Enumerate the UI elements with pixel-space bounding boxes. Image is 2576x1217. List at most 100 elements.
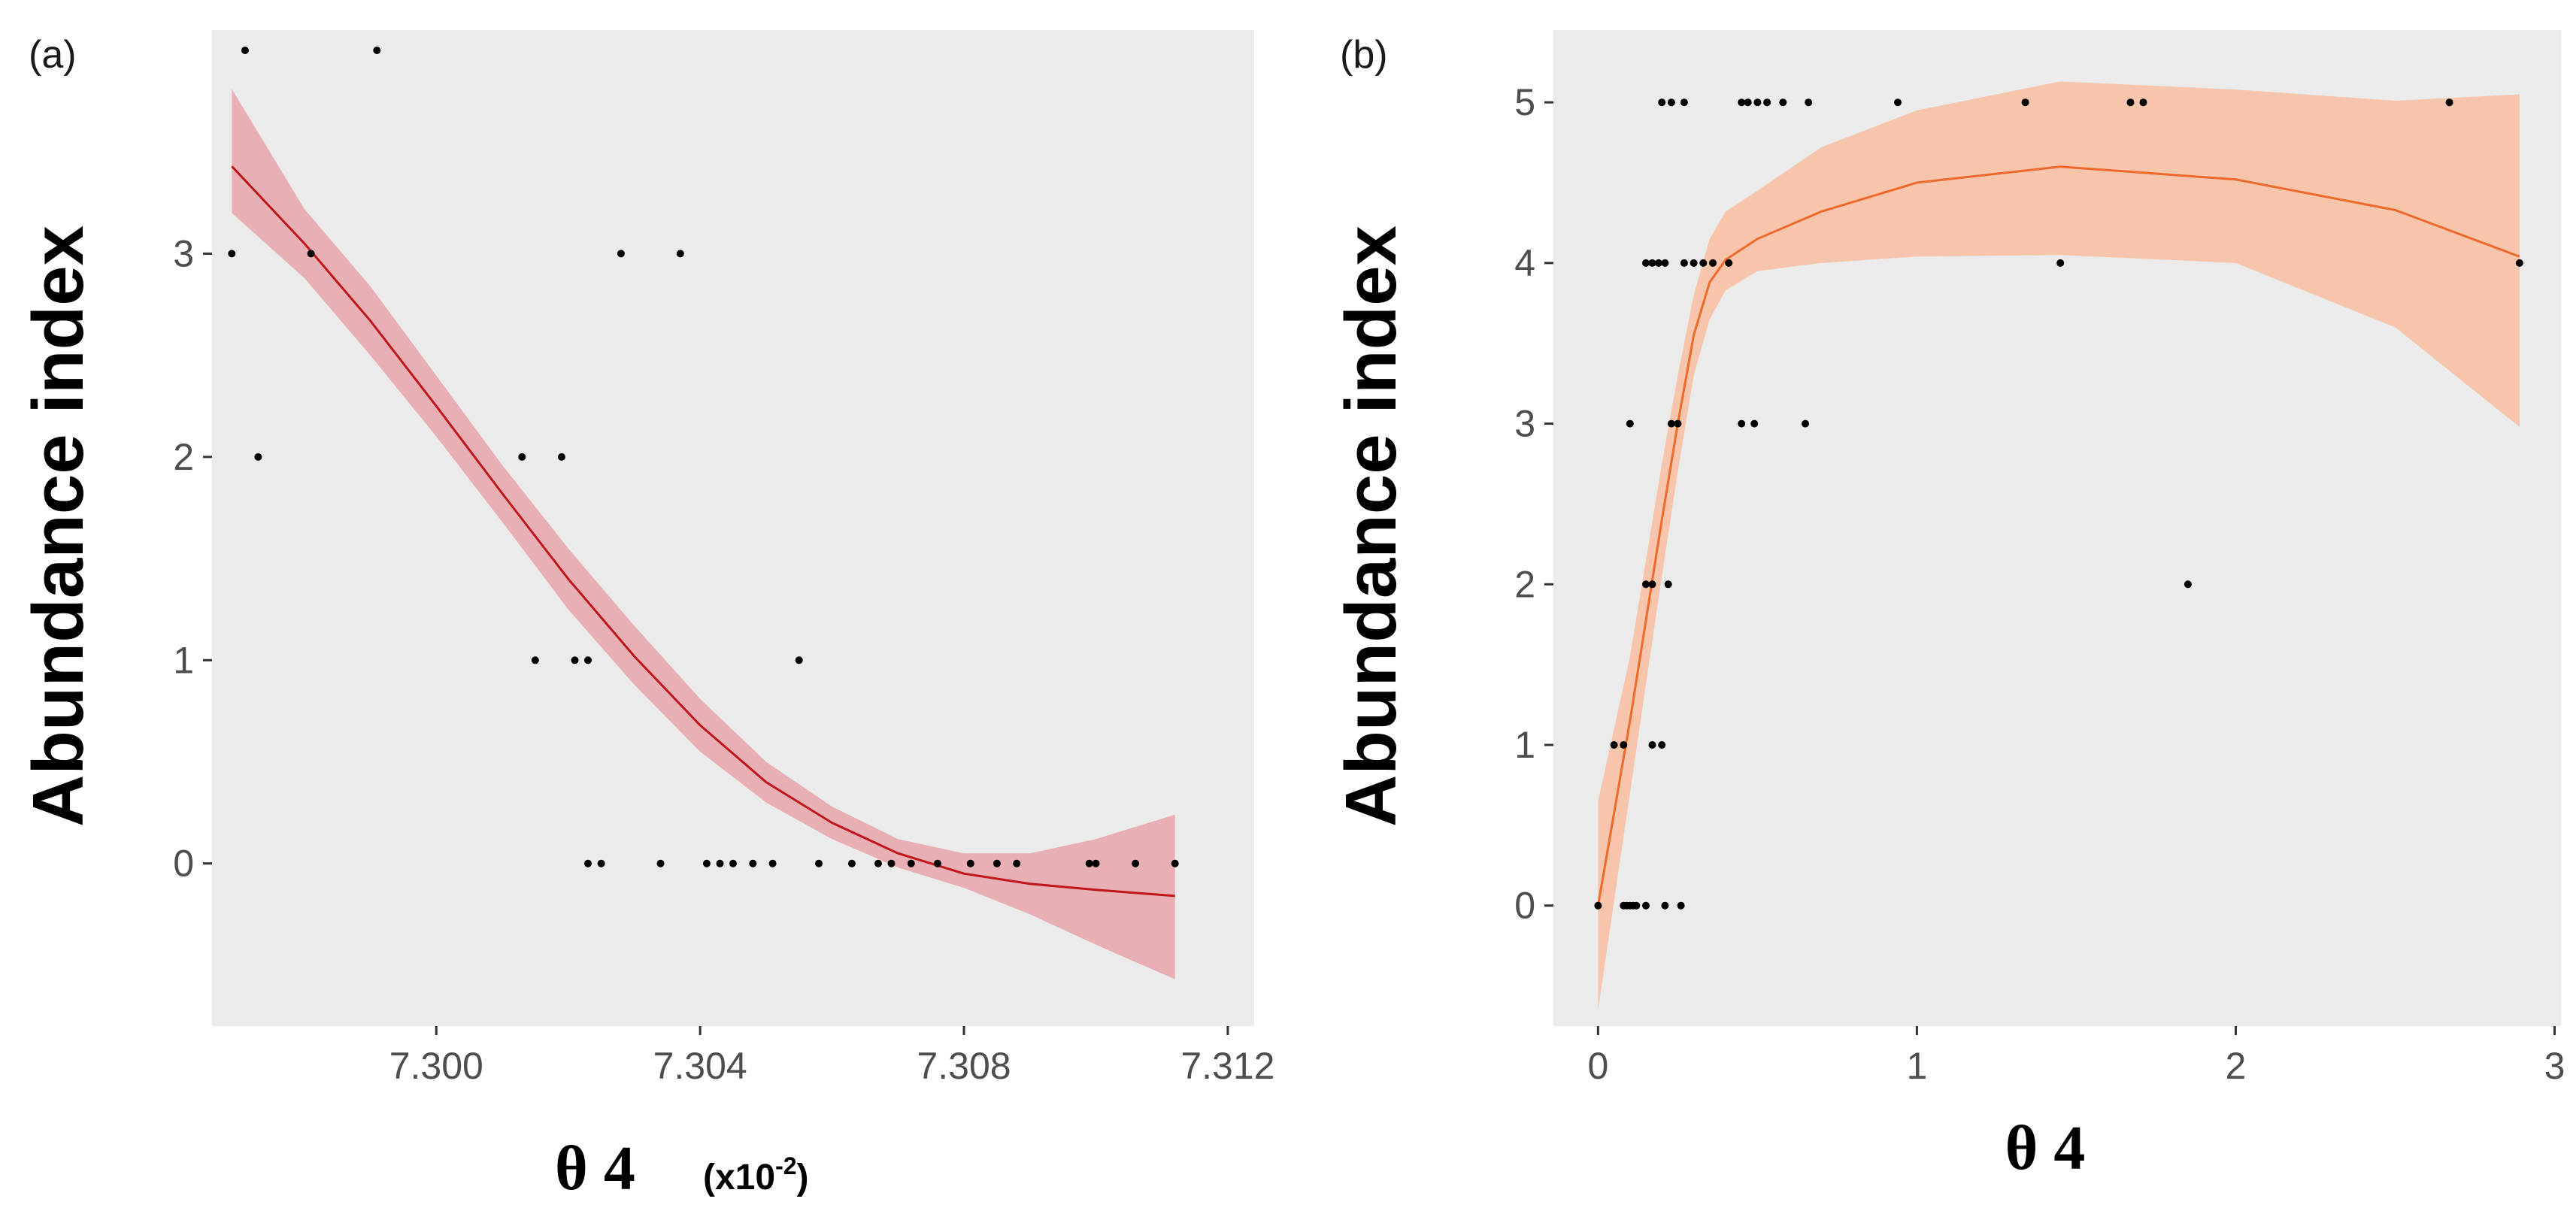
b-data-point bbox=[1648, 580, 1656, 589]
a-data-point bbox=[1092, 859, 1100, 867]
panel-a-x-axis-scale: (x10-2) bbox=[703, 1152, 809, 1197]
a-data-point bbox=[966, 859, 974, 867]
b-data-point bbox=[1658, 98, 1666, 107]
a-data-point bbox=[676, 250, 684, 258]
a-data-point bbox=[716, 859, 724, 867]
b-data-point bbox=[1709, 259, 1717, 267]
a-data-point bbox=[617, 250, 625, 258]
a-data-point bbox=[228, 250, 236, 258]
panel-b-y-axis: 0 1 2 3 4 5 bbox=[1514, 81, 1553, 927]
b-x-tick-label: 0 bbox=[1587, 1045, 1608, 1087]
a-data-point bbox=[847, 859, 856, 867]
b-data-point bbox=[2515, 259, 2523, 267]
b-x-tick-label: 3 bbox=[2544, 1045, 2565, 1087]
panel-a-x-axis: 7.300 7.304 7.308 7.312 bbox=[389, 1026, 1274, 1087]
a-data-point bbox=[531, 656, 539, 665]
b-x-tick-label: 2 bbox=[2226, 1045, 2247, 1087]
panel-a-y-axis: 0 1 2 3 bbox=[173, 232, 212, 885]
b-y-tick-label: 4 bbox=[1514, 242, 1535, 284]
b-data-point bbox=[1738, 98, 1746, 107]
a-data-point bbox=[1171, 859, 1179, 867]
a-data-point bbox=[768, 859, 777, 867]
panel-a-x-scale-base: (x10 bbox=[703, 1158, 775, 1197]
b-data-point bbox=[1610, 741, 1618, 749]
panel-b-x-axis-title: θ 4 bbox=[2005, 1113, 2086, 1183]
panel-b-y-axis-title: Abundance index bbox=[1331, 226, 1411, 827]
b-data-point bbox=[1632, 901, 1641, 910]
a-data-point bbox=[1013, 859, 1021, 867]
b-data-point bbox=[1594, 901, 1602, 910]
b-data-point bbox=[1664, 580, 1672, 589]
panel-a-x-axis-title: θ 4 bbox=[555, 1134, 635, 1203]
panel-a-y-axis-title: Abundance index bbox=[18, 226, 98, 827]
b-data-point bbox=[1690, 259, 1698, 267]
b-data-point bbox=[1738, 419, 1746, 428]
b-y-tick-label: 2 bbox=[1514, 563, 1535, 605]
a-data-point bbox=[571, 656, 579, 665]
b-y-tick-label: 1 bbox=[1514, 724, 1535, 766]
b-y-tick-label: 5 bbox=[1514, 81, 1535, 123]
b-y-tick-label: 0 bbox=[1514, 885, 1535, 927]
a-data-point bbox=[1085, 859, 1093, 867]
a-x-tick-label: 7.312 bbox=[1180, 1045, 1274, 1087]
a-data-point bbox=[795, 656, 803, 665]
panel-b-points bbox=[1594, 98, 2523, 910]
b-data-point bbox=[2139, 98, 2147, 107]
panel-a-x-scale-close: ) bbox=[797, 1158, 809, 1197]
panel-a: (a) 0 1 2 3 7.300 7.304 7.308 7.312 Abundance … bbox=[18, 30, 1274, 1203]
b-ci-band-area bbox=[1598, 81, 2520, 1010]
a-data-point bbox=[557, 453, 565, 461]
panel-a-fit-line bbox=[231, 165, 1175, 898]
b-data-point bbox=[1654, 259, 1662, 267]
panel-b-fit-line bbox=[1596, 165, 2520, 906]
a-x-tick-label: 7.300 bbox=[389, 1045, 483, 1087]
b-data-point bbox=[1805, 98, 1813, 107]
a-data-point bbox=[907, 859, 915, 867]
b-data-point bbox=[1642, 580, 1650, 589]
a-data-point bbox=[241, 47, 249, 54]
b-y-tick-label: 3 bbox=[1514, 403, 1535, 445]
panel-a-ci-band bbox=[232, 89, 1175, 979]
b-data-point bbox=[2021, 98, 2029, 107]
b-data-point bbox=[1674, 419, 1682, 428]
b-data-point bbox=[1661, 259, 1669, 267]
a-y-tick-label: 1 bbox=[173, 639, 194, 681]
a-x-tick-label: 7.308 bbox=[917, 1045, 1011, 1087]
a-data-point bbox=[702, 859, 711, 867]
a-data-point bbox=[1132, 859, 1140, 867]
a-data-point bbox=[584, 859, 592, 867]
panel-b-label: (b) bbox=[1340, 33, 1388, 77]
b-data-point bbox=[1680, 98, 1688, 107]
a-data-point bbox=[656, 859, 665, 867]
b-data-point bbox=[1658, 741, 1666, 749]
a-data-point bbox=[749, 859, 757, 867]
a-y-tick-label: 0 bbox=[173, 843, 194, 885]
b-data-point bbox=[1750, 419, 1759, 428]
b-data-point bbox=[1620, 741, 1628, 749]
b-data-point bbox=[1744, 98, 1752, 107]
a-y-tick-label: 3 bbox=[173, 232, 194, 274]
b-data-point bbox=[1626, 419, 1634, 428]
panel-b: (b) 0 1 2 3 4 5 0 1 2 3 Abundance index θ 4 bbox=[1331, 30, 2565, 1183]
a-data-point bbox=[597, 859, 605, 867]
b-data-point bbox=[1699, 259, 1708, 267]
b-data-point bbox=[2184, 580, 2192, 589]
a-y-tick-label: 2 bbox=[173, 436, 194, 478]
panel-b-ci-band bbox=[1598, 81, 2520, 1010]
panel-b-x-axis: 0 1 2 3 bbox=[1587, 1026, 2565, 1087]
a-data-point bbox=[373, 47, 381, 54]
b-data-point bbox=[1648, 259, 1656, 267]
a-data-point bbox=[887, 859, 896, 867]
b-data-point bbox=[1648, 741, 1656, 749]
a-data-point bbox=[584, 656, 592, 665]
panel-a-x-scale-exponent: -2 bbox=[775, 1152, 796, 1179]
b-fit-curve bbox=[1596, 165, 2520, 906]
b-data-point bbox=[1642, 901, 1650, 910]
b-data-point bbox=[1677, 901, 1685, 910]
b-data-point bbox=[1667, 419, 1675, 428]
b-data-point bbox=[2056, 259, 2065, 267]
b-data-point bbox=[2445, 98, 2453, 107]
b-data-point bbox=[1779, 98, 1787, 107]
b-data-point bbox=[1802, 419, 1809, 428]
a-x-tick-label: 7.304 bbox=[653, 1045, 747, 1087]
